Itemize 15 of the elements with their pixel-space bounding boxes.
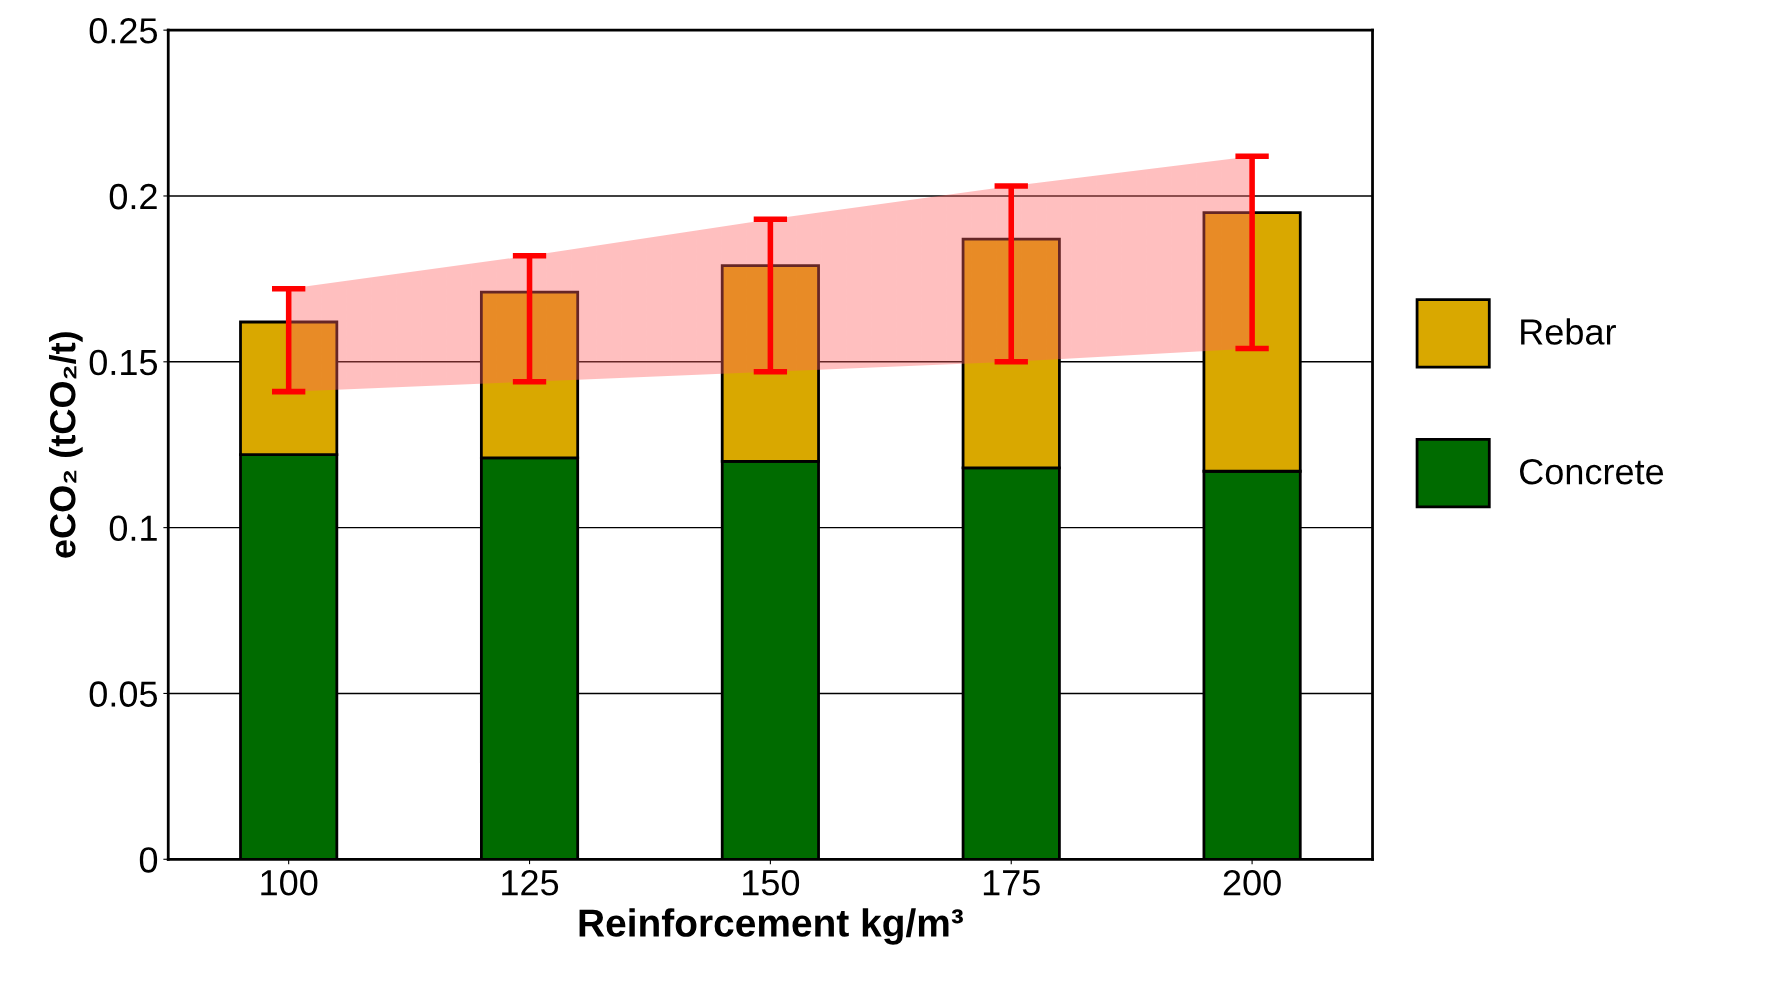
x-tick-label: 100 <box>261 869 318 896</box>
y-tick-label: 0.25 <box>89 18 158 44</box>
y-tick-label: 0 <box>139 847 158 873</box>
y-tick-label: 0.2 <box>109 183 157 210</box>
legend-label: Rebar <box>1521 318 1616 345</box>
x-tick-label: 175 <box>983 870 1040 896</box>
x-tick-label: 150 <box>743 869 800 896</box>
y-tick-label: 0.15 <box>89 349 158 376</box>
y-axis-title: eCO₂ (tCO₂/t) <box>49 332 83 558</box>
y-tick-label: 0.05 <box>89 681 158 707</box>
legend-label: Concrete <box>1520 458 1664 485</box>
x-tick-label: 125 <box>502 869 559 896</box>
x-axis-title: Reinforcement kg/m³ <box>579 908 963 945</box>
x-tick-label: 200 <box>1223 869 1281 896</box>
y-tick-label: 0.1 <box>109 515 157 542</box>
